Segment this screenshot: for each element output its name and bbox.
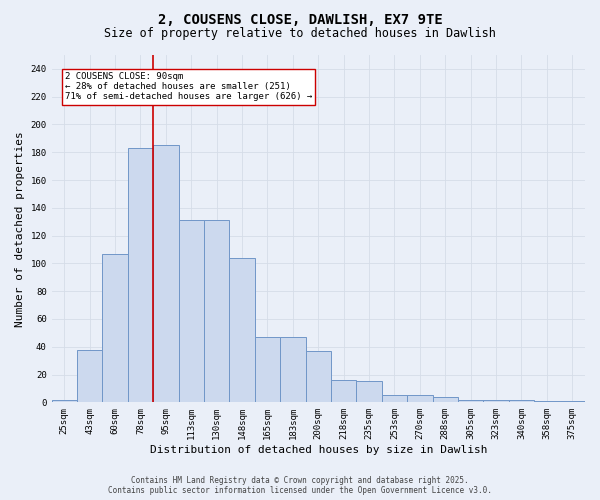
Bar <box>128 148 153 403</box>
Bar <box>179 220 204 402</box>
Bar <box>331 380 356 402</box>
Text: 2, COUSENS CLOSE, DAWLISH, EX7 9TE: 2, COUSENS CLOSE, DAWLISH, EX7 9TE <box>158 12 442 26</box>
Bar <box>509 400 534 402</box>
Bar <box>382 396 407 402</box>
Bar <box>407 396 433 402</box>
Bar <box>52 400 77 402</box>
X-axis label: Distribution of detached houses by size in Dawlish: Distribution of detached houses by size … <box>149 445 487 455</box>
Bar <box>305 351 331 403</box>
Bar <box>255 337 280 402</box>
Text: 2 COUSENS CLOSE: 90sqm
← 28% of detached houses are smaller (251)
71% of semi-de: 2 COUSENS CLOSE: 90sqm ← 28% of detached… <box>65 72 312 102</box>
Y-axis label: Number of detached properties: Number of detached properties <box>15 131 25 326</box>
Bar <box>458 400 484 402</box>
Bar <box>280 337 305 402</box>
Text: Contains HM Land Registry data © Crown copyright and database right 2025.
Contai: Contains HM Land Registry data © Crown c… <box>108 476 492 495</box>
Bar <box>229 258 255 402</box>
Bar <box>77 350 103 403</box>
Bar <box>534 401 560 402</box>
Bar <box>433 397 458 402</box>
Bar <box>356 382 382 402</box>
Bar <box>103 254 128 402</box>
Bar <box>484 400 509 402</box>
Bar <box>204 220 229 402</box>
Bar <box>560 401 585 402</box>
Bar <box>153 146 179 402</box>
Text: Size of property relative to detached houses in Dawlish: Size of property relative to detached ho… <box>104 28 496 40</box>
